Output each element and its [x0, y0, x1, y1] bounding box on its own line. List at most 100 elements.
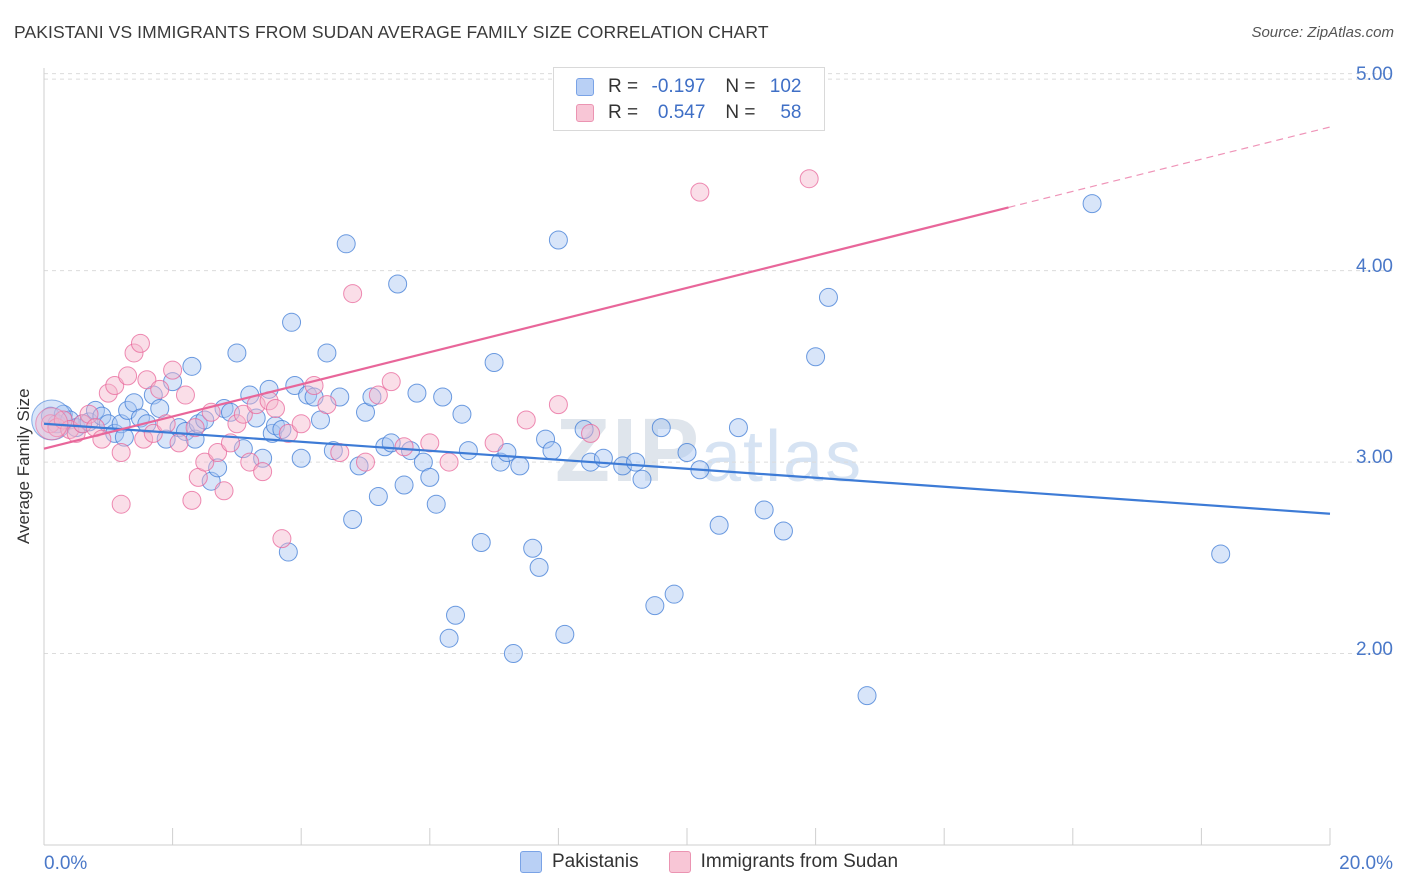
- x-tick-label-max: 20.0%: [1339, 853, 1393, 874]
- sudan-point: [439, 452, 459, 472]
- watermark: ZIPatlas: [555, 400, 863, 503]
- pakistanis-point: [651, 418, 671, 438]
- legend-n-value: 58: [780, 102, 802, 123]
- sudan-point: [105, 375, 125, 395]
- pakistanis-point: [555, 624, 575, 644]
- sudan-point: [163, 360, 183, 380]
- y-tick-label: 4.00: [1356, 255, 1393, 277]
- pakistanis-point: [282, 312, 302, 332]
- pakistanis-point: [536, 429, 556, 449]
- legend-n-label: N =: [725, 102, 756, 123]
- sudan-point: [484, 433, 504, 453]
- sudan-point: [799, 169, 819, 189]
- pakistanis-point: [446, 605, 466, 625]
- sudan-point: [356, 452, 375, 472]
- pakistanis-point: [420, 467, 440, 487]
- sudan-point: [240, 452, 260, 472]
- sudan-point: [185, 418, 205, 438]
- pakistanis-point: [439, 628, 459, 648]
- pakistanis-point: [336, 234, 356, 254]
- sudan-point: [150, 379, 170, 399]
- source-credit: Source: ZipAtlas.com: [1251, 24, 1394, 41]
- sudan-point: [420, 433, 440, 453]
- sudan-point: [175, 385, 195, 405]
- pakistanis-point: [529, 557, 549, 577]
- legend-swatch-pink: [668, 851, 691, 873]
- sudan-point: [330, 443, 350, 462]
- legend-r-value: 0.547: [657, 102, 706, 123]
- pakistanis-point: [253, 448, 273, 468]
- legend-item-sudan: Immigrants from Sudan: [668, 851, 899, 873]
- pakistanis-point: [491, 452, 511, 472]
- sudan-point: [265, 398, 285, 418]
- pakistanis-point: [709, 515, 729, 535]
- legend-swatch-pink: [576, 104, 594, 122]
- gridlines: [44, 73, 1395, 655]
- y-axis-label: Average Family Size: [14, 388, 33, 544]
- pakistanis-point: [754, 500, 774, 520]
- pakistanis-point: [227, 343, 247, 363]
- sudan-point: [143, 423, 163, 443]
- legend-n-value: 102: [769, 76, 802, 97]
- pakistanis-point: [510, 456, 530, 476]
- pakistanis-point: [818, 287, 838, 307]
- pakistanis-point: [407, 383, 427, 403]
- pakistanis-point: [317, 343, 337, 363]
- series-sudan-points: [35, 169, 819, 549]
- legend-swatch-blue: [576, 78, 594, 96]
- sudan-point: [137, 370, 157, 390]
- sudan-point: [118, 366, 138, 386]
- legend-n-label: N =: [725, 76, 756, 97]
- pakistanis-point: [1082, 194, 1102, 214]
- pakistanis-point: [298, 385, 318, 405]
- sudan-point: [111, 443, 131, 462]
- legend-r-label: R =: [608, 102, 639, 123]
- pakistanis-point: [806, 347, 826, 367]
- sudan-point: [169, 433, 189, 453]
- pakistanis-point: [394, 475, 414, 495]
- legend-item-pakistanis: Pakistanis: [520, 851, 639, 873]
- legend-r-value: -0.197: [651, 76, 706, 97]
- pakistanis-point: [388, 274, 408, 294]
- sudan-point: [214, 481, 234, 501]
- sudan-trend-line-extrapolated: [1008, 126, 1331, 209]
- legend-swatch-blue: [520, 851, 542, 873]
- y-tick-label: 5.00: [1356, 64, 1393, 86]
- sudan-point: [317, 395, 337, 415]
- sudan-point: [182, 490, 202, 510]
- pakistanis-point: [664, 584, 684, 604]
- pakistanis-point: [523, 538, 543, 558]
- pakistanis-point: [1211, 544, 1231, 564]
- pakistanis-point: [362, 387, 382, 407]
- sudan-point: [111, 494, 131, 514]
- pakistanis-point: [246, 408, 266, 428]
- pakistanis-point: [857, 686, 877, 706]
- pakistanis-point: [548, 230, 568, 250]
- legend-label-sudan: Immigrants from Sudan: [700, 851, 899, 872]
- sudan-point: [227, 414, 247, 434]
- sudan-point: [124, 343, 144, 363]
- sudan-point: [253, 462, 273, 482]
- pakistanis-point: [368, 487, 388, 507]
- sudan-point: [394, 437, 414, 457]
- sudan-point: [220, 433, 240, 453]
- watermark-zip: ZIP: [555, 401, 702, 501]
- pakistanis-point: [208, 458, 228, 478]
- pakistanis-point: [433, 387, 453, 407]
- legend-label-pakistanis: Pakistanis: [552, 851, 639, 872]
- pakistanis-point: [452, 404, 472, 424]
- sudan-point: [581, 423, 601, 443]
- series-legend: Pakistanis Immigrants from Sudan: [520, 851, 928, 873]
- watermark-atlas: atlas: [701, 417, 864, 497]
- pakistanis-point: [195, 410, 215, 430]
- sudan-point: [66, 423, 86, 443]
- correlation-legend: R = -0.197 N = 102 R = 0.547 N = 58: [553, 67, 825, 131]
- sudan-point: [343, 284, 363, 304]
- pakistanis-point: [677, 443, 697, 462]
- y-tick-label: 3.00: [1356, 447, 1393, 469]
- chart-title: PAKISTANI VS IMMIGRANTS FROM SUDAN AVERA…: [14, 22, 769, 42]
- legend-row-sudan: R = 0.547 N = 58: [576, 101, 802, 125]
- sudan-point: [208, 443, 228, 462]
- pakistanis-point: [484, 353, 504, 373]
- pakistanis-point: [626, 452, 646, 472]
